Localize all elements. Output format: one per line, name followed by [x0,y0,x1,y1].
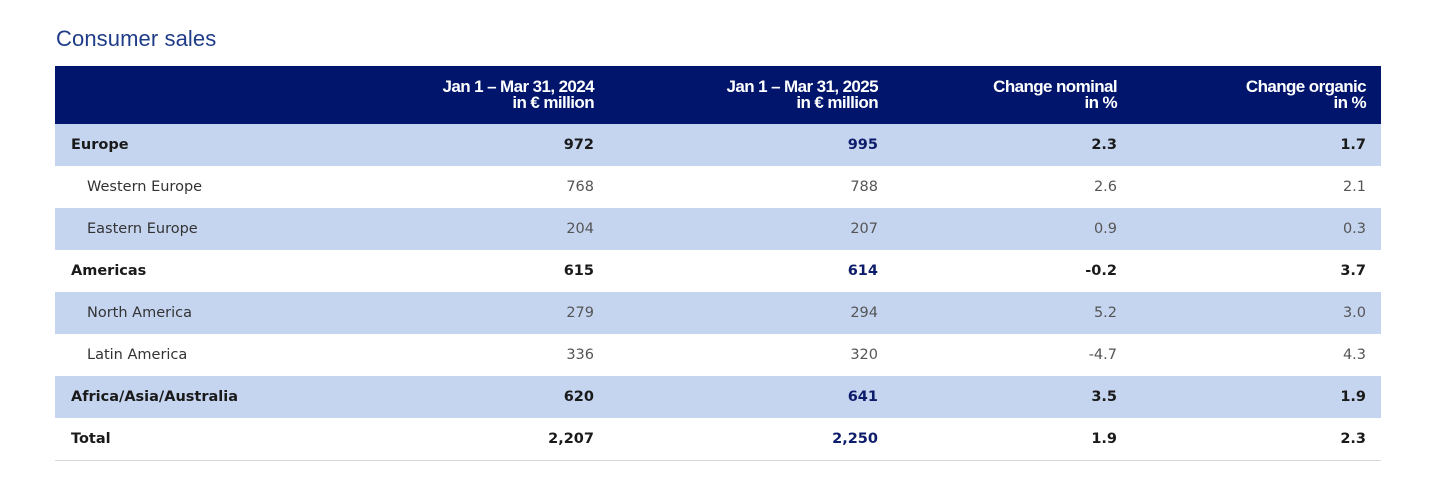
cell-2025: 320 [850,347,878,363]
cell-2024: 279 [325,292,609,334]
cell-change-organic: 3.0 [1132,292,1381,334]
cell-change-organic: 4.3 [1342,347,1366,363]
cell-2024: 620 [325,376,609,418]
cell-change-nominal: -0.2 [1085,263,1117,279]
table-row-africa-asia-australia: Africa/Asia/Australia 620 641 3.5 1.9 [55,376,1381,418]
cell-change-organic: 1.9 [1132,376,1381,418]
header-change-organic-unit: in % [1333,93,1366,112]
cell-change-organic: 0.3 [1132,208,1381,250]
table-row-north-america: North America 279 294 5.2 3.0 [55,292,1381,334]
row-label: Europe [55,124,325,166]
cell-change-organic: 2.1 [1342,179,1366,195]
cell-2025: 995 [609,124,893,166]
consumer-sales-table: Jan 1 – Mar 31, 2024 in € million Jan 1 … [55,66,1381,461]
row-label: North America [55,292,325,334]
cell-2024: 615 [563,263,594,279]
row-label: Africa/Asia/Australia [55,376,325,418]
cell-change-nominal: -4.7 [1088,347,1117,363]
cell-2024: 204 [325,208,609,250]
cell-2024: 972 [325,124,609,166]
row-label: Latin America [87,347,188,363]
cell-2024: 768 [566,179,594,195]
cell-2024: 2,207 [325,418,609,461]
cell-2025: 788 [850,179,878,195]
cell-2025: 207 [609,208,893,250]
table-row-americas: Americas 615 614 -0.2 3.7 [55,250,1381,292]
cell-change-organic: 1.7 [1132,124,1381,166]
cell-change-nominal: 2.6 [1093,179,1117,195]
cell-change-nominal: 0.9 [893,208,1132,250]
row-label: Western Europe [87,179,203,195]
row-label: Americas [71,263,147,279]
header-2024: Jan 1 – Mar 31, 2024 in € million [325,66,609,124]
header-change-nominal-label: Change nominal [993,77,1117,96]
row-label: Eastern Europe [55,208,325,250]
cell-2025: 294 [609,292,893,334]
cell-2025: 641 [609,376,893,418]
table-header-row: Jan 1 – Mar 31, 2024 in € million Jan 1 … [55,66,1381,124]
header-2024-unit: in € million [512,93,594,112]
cell-change-organic: 2.3 [1132,418,1381,461]
header-2024-period: Jan 1 – Mar 31, 2024 [442,77,594,96]
header-change-nominal-unit: in % [1084,93,1117,112]
page-title: Consumer sales [56,26,217,51]
row-label: Total [55,418,325,461]
header-change-organic: Change organic in % [1132,66,1381,124]
table-row-eastern-europe: Eastern Europe 204 207 0.9 0.3 [55,208,1381,250]
header-2025-unit: in € million [796,93,878,112]
cell-change-nominal: 3.5 [893,376,1132,418]
cell-change-nominal: 5.2 [893,292,1132,334]
cell-change-nominal: 2.3 [893,124,1132,166]
cell-change-nominal: 1.9 [893,418,1132,461]
cell-change-organic: 3.7 [1340,263,1366,279]
cell-2025: 2,250 [609,418,893,461]
cell-2024: 336 [566,347,594,363]
header-region [55,66,325,124]
table-row-western-europe: Western Europe 768 788 2.6 2.1 [55,166,1381,208]
table-row-europe: Europe 972 995 2.3 1.7 [55,124,1381,166]
table-row-total: Total 2,207 2,250 1.9 2.3 [55,418,1381,461]
cell-2025: 614 [847,263,878,279]
header-change-organic-label: Change organic [1245,77,1367,96]
header-change-nominal: Change nominal in % [893,66,1132,124]
header-2025: Jan 1 – Mar 31, 2025 in € million [609,66,893,124]
table-row-latin-america: Latin America 336 320 -4.7 4.3 [55,334,1381,376]
header-2025-period: Jan 1 – Mar 31, 2025 [726,77,878,96]
